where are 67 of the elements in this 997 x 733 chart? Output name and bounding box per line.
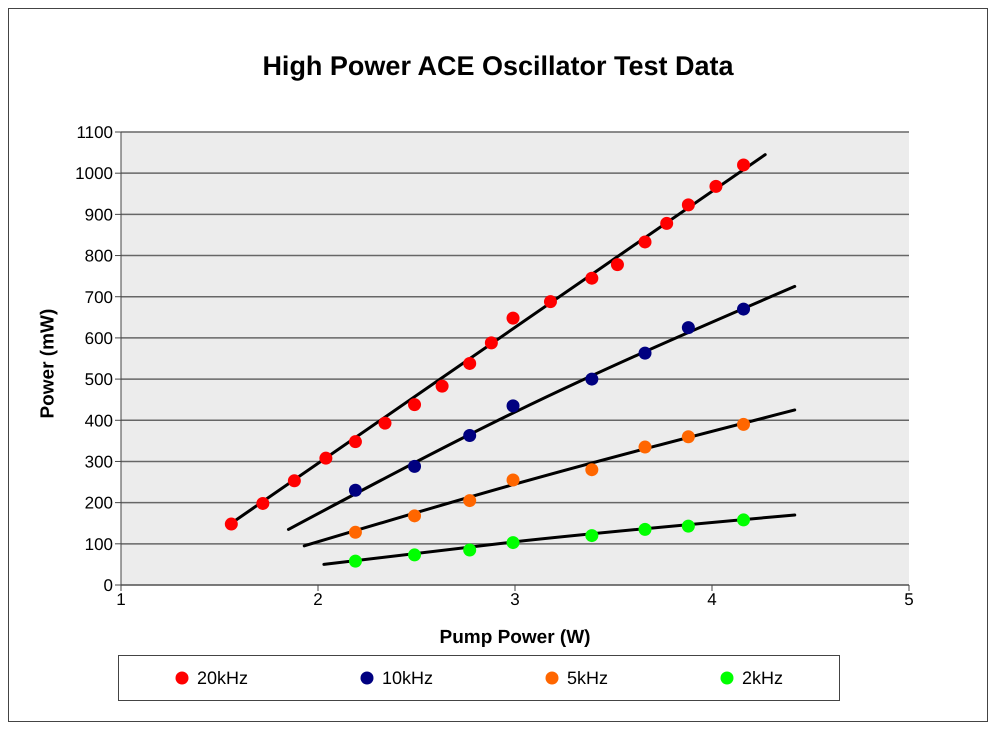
point [288, 474, 301, 488]
point [408, 548, 422, 562]
point [256, 496, 270, 510]
x-tick-label: 4 [707, 590, 717, 610]
point [408, 509, 422, 522]
point [638, 440, 652, 454]
point [585, 272, 598, 285]
point [737, 158, 750, 172]
legend-label: 10kHz [382, 668, 434, 688]
x-tick-label: 1 [116, 590, 126, 610]
point [709, 180, 722, 193]
point [484, 336, 498, 350]
x-axis-title: Pump Power (W) [440, 627, 590, 648]
point [638, 522, 652, 536]
x-tick-label: 5 [904, 590, 914, 610]
legend-label: 2kHz [742, 668, 783, 688]
legend-label: 20kHz [196, 668, 248, 688]
point [463, 494, 476, 508]
point [506, 473, 520, 486]
y-tick-label: 200 [84, 494, 113, 513]
y-tick-label: 0 [104, 576, 113, 596]
point [319, 452, 332, 465]
point [506, 312, 520, 325]
point [436, 380, 449, 393]
y-tick-label: 1000 [75, 164, 113, 184]
y-tick-label: 900 [84, 205, 113, 224]
point [610, 258, 624, 272]
point [638, 235, 652, 248]
y-tick-label: 400 [84, 411, 113, 430]
point [682, 321, 695, 334]
point [660, 216, 674, 230]
point [224, 518, 238, 531]
point [348, 526, 362, 539]
y-tick-label: 1100 [76, 123, 113, 142]
y-tick-label: 100 [84, 534, 113, 554]
y-tick-label: 300 [84, 452, 113, 472]
point [506, 399, 520, 412]
y-axis-title: Power (mW) [38, 308, 59, 418]
point [585, 463, 598, 476]
chart-title: High Power ACE Oscillator Test Data [261, 51, 735, 82]
y-tick-label: 500 [84, 370, 113, 390]
point [378, 416, 392, 430]
point [463, 429, 476, 442]
x-tick-label: 2 [313, 590, 323, 610]
point [682, 198, 695, 212]
y-tick-label: 800 [84, 246, 113, 266]
y-tick-label: 700 [84, 288, 113, 307]
point [585, 372, 598, 386]
point [585, 529, 598, 542]
y-tick-label: 600 [84, 328, 113, 348]
point [348, 484, 362, 497]
point [463, 543, 476, 556]
point [737, 302, 750, 316]
point [506, 536, 520, 550]
legend-label: 5kHz [566, 668, 608, 688]
point [737, 513, 750, 526]
point [348, 554, 362, 568]
point [544, 295, 557, 308]
point [638, 346, 652, 360]
point [408, 460, 422, 473]
x-tick-label: 3 [510, 590, 520, 610]
point [737, 418, 750, 431]
point [348, 435, 362, 448]
point [463, 356, 476, 370]
point [408, 398, 422, 412]
point [682, 430, 695, 444]
point [682, 520, 695, 533]
